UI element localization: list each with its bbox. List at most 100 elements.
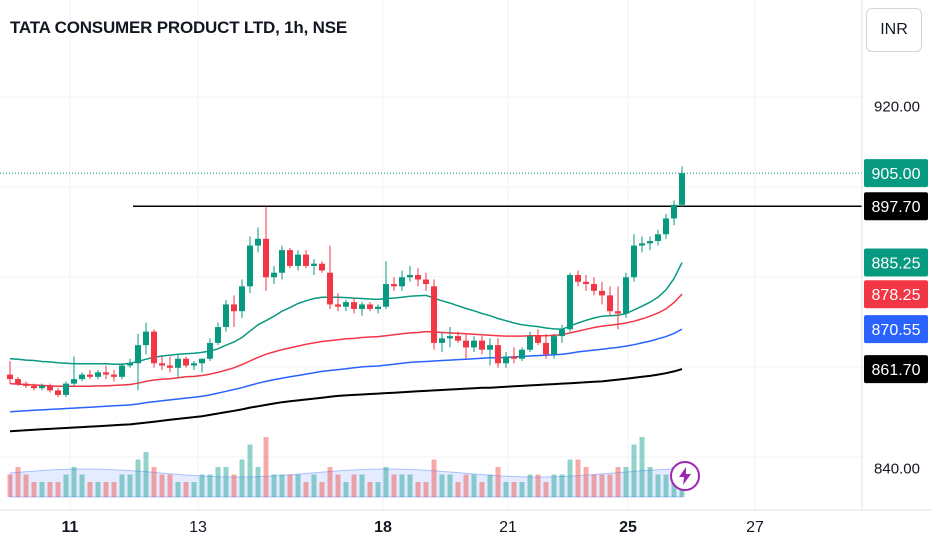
candle	[399, 270, 405, 291]
last-price-tag-text: 905.00	[872, 166, 921, 183]
volume-bar	[319, 482, 325, 497]
candle-body	[15, 379, 21, 384]
volume-bar	[455, 482, 461, 497]
candle	[15, 376, 21, 386]
volume-bar	[567, 459, 573, 497]
candle-body	[103, 372, 109, 375]
candle	[47, 383, 53, 393]
candle	[255, 227, 261, 253]
candle-body	[367, 304, 373, 309]
volume-bar	[383, 467, 389, 497]
horizontal-line-tag-text: 897.70	[872, 199, 921, 216]
volume-bar	[175, 482, 181, 497]
candle-body	[167, 365, 173, 368]
volume-bar	[431, 459, 437, 497]
candle-body	[415, 275, 421, 280]
candle	[23, 381, 29, 389]
candle-body	[663, 218, 669, 235]
volume-bar	[615, 467, 621, 497]
candle	[655, 229, 661, 246]
candle-body	[31, 385, 37, 389]
candle-body	[343, 302, 349, 307]
candle	[87, 370, 93, 380]
horizontal-line-tag-bg	[864, 192, 928, 221]
candle	[607, 286, 613, 316]
candle	[343, 299, 349, 312]
candle	[591, 277, 597, 296]
candle	[175, 354, 181, 377]
candle-body	[63, 383, 69, 395]
x-tick-label: 18	[374, 519, 392, 536]
candle-body	[543, 342, 549, 355]
candle-body	[471, 340, 477, 348]
candle	[519, 347, 525, 361]
candle-body	[591, 284, 597, 291]
candle-body	[519, 349, 525, 359]
candle-body	[391, 284, 397, 287]
candle-body	[111, 374, 117, 377]
candle	[543, 333, 549, 359]
x-tick-label: 21	[499, 519, 517, 536]
ma-tag-2-bg	[864, 280, 928, 309]
candle	[431, 279, 437, 350]
candle-body	[439, 338, 445, 343]
candle-body	[199, 358, 205, 364]
candle-body	[311, 263, 317, 266]
candle	[503, 351, 509, 368]
candle	[159, 356, 165, 371]
lightning-button[interactable]	[670, 461, 700, 491]
candle-body	[287, 250, 293, 266]
currency-button[interactable]: INR	[866, 8, 922, 52]
candle-body	[183, 358, 189, 366]
candle	[359, 302, 365, 316]
candle	[31, 383, 37, 391]
candle	[247, 236, 253, 294]
candle	[167, 356, 173, 373]
volume-bar	[111, 482, 117, 497]
candle	[39, 383, 45, 391]
candle	[415, 268, 421, 287]
ma-tag-2: 878.25	[864, 280, 928, 309]
candle	[287, 247, 293, 269]
candle	[479, 336, 485, 355]
candle-body	[151, 331, 157, 364]
candle	[511, 347, 517, 364]
candle	[623, 272, 629, 318]
volume-bar	[503, 482, 509, 497]
ma-line-3	[9, 328, 683, 413]
candle-body	[631, 245, 637, 278]
volume-bar	[287, 474, 293, 497]
candle	[295, 250, 301, 271]
y-tick-label: 840.00	[874, 460, 920, 477]
candle-body	[655, 234, 661, 242]
candle-body	[455, 336, 461, 341]
candle-body	[127, 363, 133, 366]
candle-body	[511, 356, 517, 359]
candle	[375, 304, 381, 314]
ma-tag-1-text: 885.25	[872, 256, 921, 273]
candle	[599, 281, 605, 305]
candle-body	[175, 358, 181, 368]
candle-body	[279, 250, 285, 273]
volume-bar	[623, 467, 629, 497]
volume-bar	[543, 482, 549, 497]
candle-body	[599, 290, 605, 296]
candle-body	[335, 304, 341, 307]
candle	[439, 331, 445, 352]
last-price-tag: 905.00	[864, 159, 928, 188]
ma-tag-3-bg	[864, 315, 928, 344]
candle-body	[359, 304, 365, 309]
candle	[535, 329, 541, 346]
candle-body	[567, 275, 573, 330]
candle-body	[271, 272, 277, 278]
volume-bar	[335, 474, 341, 497]
y-tick-label: 920.00	[874, 98, 920, 115]
volume-bar	[663, 474, 669, 497]
candle	[311, 259, 317, 275]
volume-bar	[583, 467, 589, 497]
volume-bar	[55, 482, 61, 497]
candle	[79, 372, 85, 382]
candle	[183, 356, 189, 368]
